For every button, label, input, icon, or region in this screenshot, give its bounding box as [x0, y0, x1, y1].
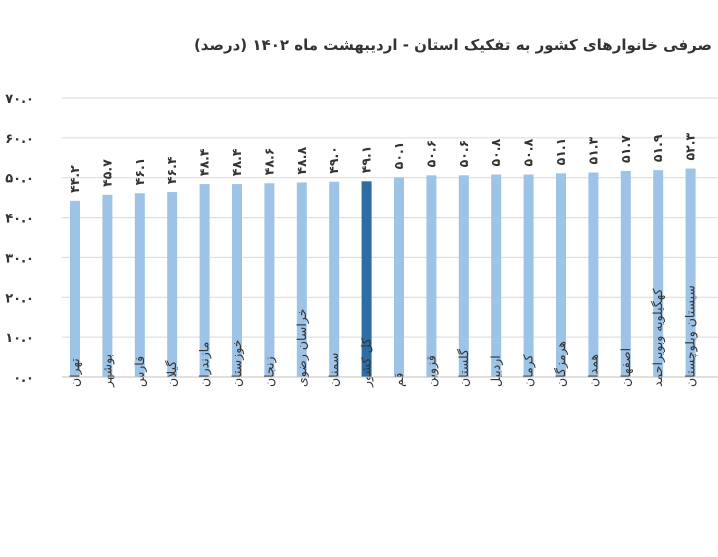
bar	[361, 181, 372, 377]
value-label: ۵۰.۸	[488, 139, 503, 167]
value-label: ۴۸.۴	[197, 148, 212, 176]
value-label: ۵۰.۸	[521, 139, 536, 167]
category-label: خوزستان	[229, 340, 245, 387]
value-label: ۴۹.۱	[359, 146, 374, 174]
category-label: گیلان	[164, 361, 179, 387]
category-label: تهران	[67, 358, 83, 387]
bar	[264, 183, 275, 377]
value-label: ۴۸.۸	[294, 146, 309, 174]
y-tick-label: ۰.۰	[13, 371, 34, 386]
y-tick-label: ۱۰.۰	[5, 331, 34, 346]
bar	[199, 184, 210, 377]
bar	[620, 170, 631, 377]
category-label: بوشهر	[99, 354, 115, 388]
category-label: اصفهان	[618, 348, 634, 387]
category-label: کل کشور	[359, 338, 375, 388]
bar	[296, 182, 307, 377]
value-label: ۵۰.۱	[391, 142, 406, 170]
value-label: ۴۶.۱	[132, 158, 147, 186]
category-label: قزوین	[423, 355, 439, 387]
y-tick-label: ۳۰.۰	[5, 251, 34, 266]
y-tick-label: ۷۰.۰	[5, 92, 34, 107]
bar	[523, 174, 534, 377]
category-label: خراسان رضوی	[294, 309, 310, 387]
value-label: ۵۰.۶	[423, 140, 438, 168]
value-label: ۵۱.۷	[618, 135, 633, 163]
gridlines	[62, 97, 718, 338]
category-label: قم	[391, 373, 407, 387]
y-axis-ticks: ۰.۰ ۱۰.۰ ۲۰.۰ ۳۰.۰ ۴۰.۰ ۵۰.۰ ۶۰.۰ ۷۰.۰	[5, 92, 34, 386]
value-label: ۵۰.۶	[456, 140, 471, 168]
value-label: ۵۲.۳	[683, 133, 698, 161]
category-label: اردبیل	[488, 355, 504, 387]
bar	[426, 175, 437, 377]
bar	[102, 194, 113, 377]
category-label: کهگیلویه وبویراحمد	[650, 288, 666, 387]
bar	[653, 170, 664, 377]
y-tick-label: ۶۰.۰	[5, 132, 34, 147]
category-labels: تهران بوشهر فارس گیلان مازندران خوزستان زنجان خ…	[67, 285, 699, 388]
bar	[685, 168, 696, 377]
category-label: گلستان	[456, 349, 471, 387]
y-tick-label: ۴۰.۰	[5, 212, 34, 227]
category-label: همدان	[585, 354, 600, 387]
bar	[232, 184, 242, 377]
bar	[167, 192, 178, 377]
category-label: سمنان	[326, 353, 341, 387]
value-label: ۴۹.۰	[326, 146, 341, 174]
value-label: ۴۵.۷	[99, 159, 114, 187]
category-label: سیستان وبلوچستان	[683, 285, 699, 387]
y-tick-label: ۲۰.۰	[5, 291, 34, 306]
y-tick-label: ۵۰.۰	[5, 172, 34, 187]
value-label: ۴۸.۶	[261, 148, 276, 176]
bars	[70, 168, 696, 377]
value-labels: ۴۴.۲ ۴۵.۷ ۴۶.۱ ۴۶.۴ ۴۸.۴ ۴۸.۴ ۴۸.۶ ۴۸.۸ ۴۹.۰ ۴۹.۱…	[67, 133, 698, 193]
value-label: ۴۸.۴	[229, 148, 244, 176]
value-label: ۴۴.۲	[67, 165, 82, 193]
bar	[329, 181, 340, 377]
bar	[556, 173, 566, 377]
value-label: ۵۱.۱	[553, 138, 568, 166]
bar	[588, 172, 599, 377]
category-label: زنجان	[261, 356, 277, 387]
bar	[458, 175, 469, 377]
category-label: مازندران	[197, 342, 213, 387]
bar	[134, 193, 145, 377]
bar	[491, 174, 502, 377]
category-label: فارس	[132, 356, 148, 387]
value-label: ۴۶.۴	[164, 156, 179, 184]
bar	[394, 177, 404, 377]
category-label: کرمان	[521, 354, 537, 387]
category-label: هرمزگان	[553, 341, 569, 387]
bar	[70, 200, 80, 377]
value-label: ۵۱.۳	[585, 137, 600, 165]
chart-title: صرفی خانوارهای کشور به تفکیک استان - ارد…	[193, 36, 712, 54]
value-label: ۵۱.۹	[650, 134, 665, 162]
